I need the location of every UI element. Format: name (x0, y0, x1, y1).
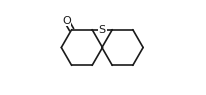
Text: O: O (62, 16, 71, 26)
Text: S: S (99, 25, 106, 35)
